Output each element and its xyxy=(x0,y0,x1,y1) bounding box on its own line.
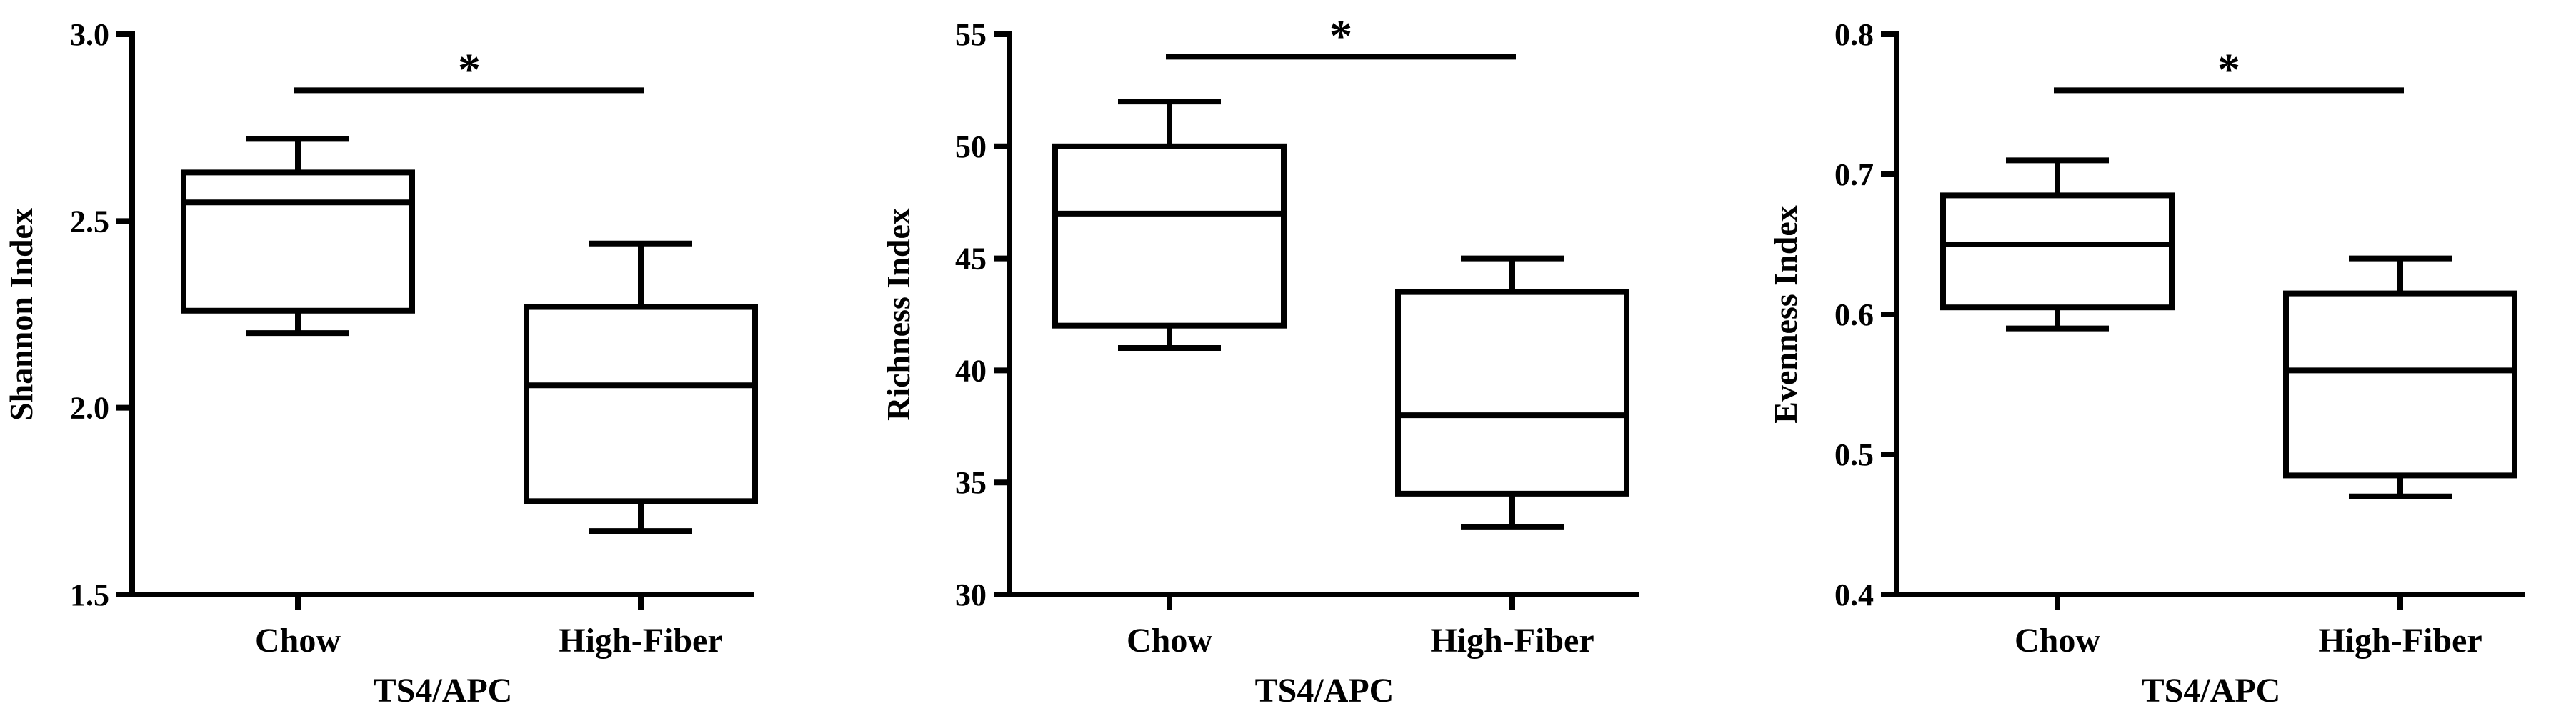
panel-2-y-tick-label: 50 xyxy=(955,129,987,164)
panel-3-significance-star: * xyxy=(2217,44,2240,94)
panel-2-y-tick-label: 30 xyxy=(955,577,987,612)
panel-3-y-axis-title: Evenness Index xyxy=(1767,205,1804,423)
panel-1-category-label: High-Fiber xyxy=(559,622,722,660)
panel-1-y-tick-label: 2.0 xyxy=(70,391,109,426)
panel-2-y-tick-label: 45 xyxy=(955,242,987,277)
panel-2-y-axis-title: Richness Index xyxy=(880,208,917,421)
panel-1-significance-star: * xyxy=(458,44,481,94)
panel-3-x-axis-title: TS4/APC xyxy=(2142,672,2281,710)
panel-2-box-high-fiber-iqr xyxy=(1395,289,1629,497)
panel-3-y-tick-label: 0.4 xyxy=(1834,577,1874,612)
panel-2-y-tick-label: 40 xyxy=(955,353,987,388)
panel-1-x-axis-title: TS4/APC xyxy=(374,672,513,710)
panel-3-y-tick-label: 0.8 xyxy=(1834,17,1874,52)
panel-1-box-high-fiber-iqr xyxy=(524,304,758,504)
panel-1-box-chow-iqr xyxy=(181,169,415,314)
panel-1-y-tick-label: 3.0 xyxy=(70,17,109,52)
panel-3-category-label: High-Fiber xyxy=(2318,622,2482,660)
panel-2-y-tick-label: 35 xyxy=(955,465,987,500)
panel-3-y-tick-label: 0.6 xyxy=(1834,297,1874,332)
panel-1-y-tick-label: 2.5 xyxy=(70,204,109,239)
panel-2-x-axis-title: TS4/APC xyxy=(1255,672,1394,710)
panel-2-significance-star: * xyxy=(1329,10,1352,61)
panel-1-y-axis-title: Shannon Index xyxy=(3,208,39,421)
panel-3-box-high-fiber-iqr xyxy=(2283,290,2517,479)
panel-1-category-label: Chow xyxy=(255,622,341,660)
panel-2-box-chow-iqr xyxy=(1052,143,1287,329)
panel-2-category-label: High-Fiber xyxy=(1430,622,1594,660)
panel-3-category-label: Chow xyxy=(2015,622,2100,660)
panel-3-y-tick-label: 0.7 xyxy=(1834,157,1874,192)
panel-2-y-tick-label: 55 xyxy=(955,17,987,52)
panel-3-y-tick-label: 0.5 xyxy=(1834,437,1874,472)
panel-3-box-chow-iqr xyxy=(1940,192,2175,311)
panel-1-y-tick-label: 1.5 xyxy=(70,577,109,612)
panel-2-category-label: Chow xyxy=(1127,622,1212,660)
